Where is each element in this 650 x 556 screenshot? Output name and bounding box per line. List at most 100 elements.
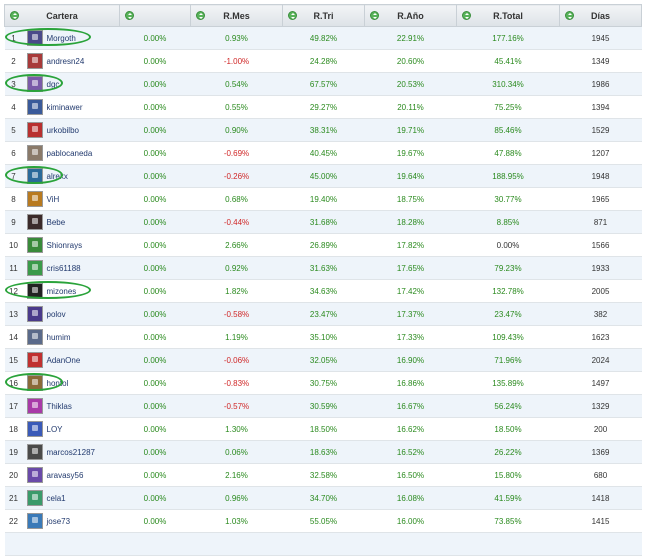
table-row[interactable]: 14 humim 0.00% 1.19% 35.10% 17.33% 109.43% 1623 [4,325,642,349]
sort-icon[interactable] [462,11,471,20]
username-link[interactable]: LOY [46,424,63,434]
table-row[interactable]: 11 cris61188 0.00% 0.92% 31.63% 17.65% 79.23% 1… [4,256,642,280]
username-link[interactable]: polov [46,309,66,319]
col-header-rtri[interactable]: R.Tri [282,4,365,27]
username-link[interactable]: aravasy56 [46,470,84,480]
rano-cell: 20.11% [364,95,457,119]
avatar[interactable] [26,214,43,230]
username-link[interactable]: urkobilbo [46,125,79,135]
table-row[interactable]: 22 jose73 0.00% 1.03% 55.05% 16.00% 73.85% 1415 [4,509,642,533]
avatar[interactable] [26,99,43,115]
table-row[interactable]: 15 AdanOne 0.00% -0.06% 32.05% 16.90% 71.96% 20… [4,348,642,372]
avatar[interactable] [26,467,43,483]
username-link[interactable]: cris61188 [46,263,81,273]
avatar[interactable] [26,352,43,368]
sort-icon[interactable] [10,11,19,20]
col-header-rtotal[interactable]: R.Total [456,4,560,27]
table-row[interactable]: 20 aravasy56 0.00% 2.16% 32.58% 16.50% 15.80% 6… [4,463,642,487]
username-link[interactable]: Thiklas [46,401,72,411]
sort-icon[interactable] [565,11,574,20]
cartera-cell: 8 ViH [4,187,120,211]
username-link[interactable]: mizones [46,286,77,296]
rano-cell: 18.75% [364,187,457,211]
table-row[interactable]: 5 urkobilbo 0.00% 0.90% 38.31% 19.71% 85.46% 15… [4,118,642,142]
col-header-rmes[interactable]: R.Mes [190,4,283,27]
dias-cell: 1945 [559,26,642,50]
rtotal-cell: 26.22% [456,440,560,464]
rano-cell: 16.08% [364,486,457,510]
avatar[interactable] [26,421,43,437]
rtri-cell: 34.70% [282,486,365,510]
rano-cell: 16.67% [364,394,457,418]
sort-icon[interactable] [125,11,134,20]
col-header-2[interactable] [119,4,191,27]
username-link[interactable]: AdanOne [46,355,81,365]
avatar[interactable] [26,122,43,138]
avatar[interactable] [26,260,43,276]
value-cell: 0.00% [119,417,191,441]
rmes-cell: 0.06% [190,440,283,464]
username-link[interactable]: pablocaneda [46,148,93,158]
table-row[interactable]: 3 dgc 0.00% 0.54% 67.57% 20.53% 310.34% 1986 [4,72,642,96]
username-link[interactable]: andresn24 [46,56,85,66]
username-link[interactable]: Shionrays [46,240,83,250]
rmes-cell: 1.82% [190,279,283,303]
avatar[interactable] [26,398,43,414]
rank-position: 20 [9,470,18,480]
table-row[interactable]: 17 Thiklas 0.00% -0.57% 30.59% 16.67% 56.24% 13… [4,394,642,418]
username-link[interactable]: Morgoth [46,33,76,43]
avatar[interactable] [26,191,43,207]
avatar[interactable] [26,513,43,529]
col-header-dias[interactable]: Días [559,4,642,27]
table-row[interactable]: 10 Shionrays 0.00% 2.66% 26.89% 17.82% 0.00% 15… [4,233,642,257]
rtotal-cell: 177.16% [456,26,560,50]
table-row[interactable]: 13 polov 0.00% -0.58% 23.47% 17.37% 23.47% 382 [4,302,642,326]
username-link[interactable]: humim [46,332,71,342]
avatar[interactable] [26,306,43,322]
table-row[interactable]: 6 pablocaneda 0.00% -0.69% 40.45% 19.67% 47.88… [4,141,642,165]
avatar[interactable] [26,375,43,391]
table-row[interactable]: 9 Bebe 0.00% -0.44% 31.68% 18.28% 8.85% 871 [4,210,642,234]
username-link[interactable]: kiminawer [46,102,83,112]
avatar[interactable] [26,76,43,92]
username-link[interactable]: dgc [46,79,60,89]
cartera-cell: 6 pablocaneda [4,141,120,165]
username-link[interactable]: jose73 [46,516,71,526]
sort-icon[interactable] [288,11,297,20]
avatar[interactable] [26,145,43,161]
table-row[interactable]: 18 LOY 0.00% 1.30% 18.50% 16.62% 18.50% 200 [4,417,642,441]
rmes-cell: -0.06% [190,348,283,372]
sort-icon[interactable] [370,11,379,20]
table-row[interactable]: 1 Morgoth 0.00% 0.93% 49.82% 22.91% 177.16% 194… [4,26,642,50]
avatar[interactable] [26,444,43,460]
dias-cell: 871 [559,210,642,234]
table-row[interactable]: 19 marcos21287 0.00% 0.06% 18.63% 16.52% 26.22… [4,440,642,464]
col-header-cartera[interactable]: Cartera [4,4,120,27]
table-row[interactable]: 21 cela1 0.00% 0.96% 34.70% 16.08% 41.59% 1418 [4,486,642,510]
rtotal-cell: 56.24% [456,394,560,418]
avatar[interactable] [26,30,43,46]
avatar[interactable] [26,168,43,184]
avatar[interactable] [26,283,43,299]
avatar[interactable] [26,329,43,345]
ranking-table: Cartera R.Mes R.Tri R.Año R.Total Días 1… [4,4,642,556]
avatar[interactable] [26,490,43,506]
table-row[interactable]: 12 mizones 0.00% 1.82% 34.63% 17.42% 132.78% 20… [4,279,642,303]
table-row[interactable]: 16 hontol 0.00% -0.83% 30.75% 16.86% 135.89% 14… [4,371,642,395]
rtri-cell: 18.50% [282,417,365,441]
table-row[interactable]: 2 andresn24 0.00% -1.00% 24.28% 20.60% 45.41% 1… [4,49,642,73]
avatar[interactable] [26,53,43,69]
table-row[interactable]: 8 ViH 0.00% 0.68% 19.40% 18.75% 30.77% 1965 [4,187,642,211]
table-row[interactable]: 7 alrexx 0.00% -0.26% 45.00% 19.64% 188.95% 194… [4,164,642,188]
table-row[interactable]: 4 kiminawer 0.00% 0.55% 29.27% 20.11% 75.25% 13… [4,95,642,119]
sort-icon[interactable] [196,11,205,20]
avatar[interactable] [26,237,43,253]
username-link[interactable]: hontol [46,378,69,388]
username-link[interactable]: Bebe [46,217,66,227]
username-link[interactable]: marcos21287 [46,447,95,457]
col-header-rano[interactable]: R.Año [364,4,457,27]
username-link[interactable]: cela1 [46,493,66,503]
username-link[interactable]: ViH [46,194,60,204]
username-link[interactable]: alrexx [46,171,68,181]
dias-cell: 1207 [559,141,642,165]
